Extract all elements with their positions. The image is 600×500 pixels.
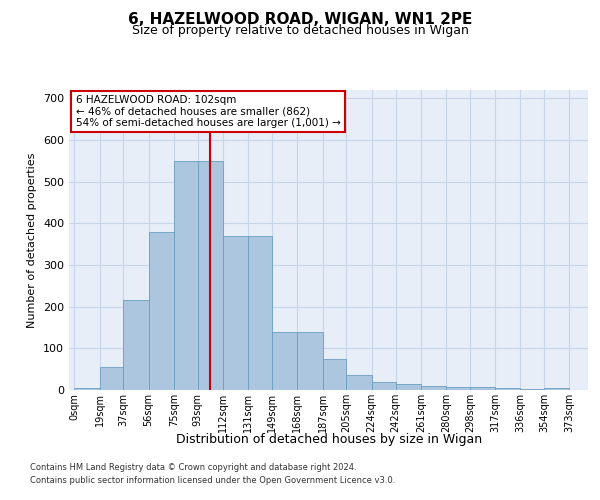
Text: 6 HAZELWOOD ROAD: 102sqm
← 46% of detached houses are smaller (862)
54% of semi-: 6 HAZELWOOD ROAD: 102sqm ← 46% of detach… [76, 95, 341, 128]
Text: Contains public sector information licensed under the Open Government Licence v3: Contains public sector information licen… [30, 476, 395, 485]
Bar [323, 359, 346, 390]
Bar [100, 367, 124, 390]
Bar [520, 389, 544, 390]
Bar [446, 386, 470, 390]
Bar [223, 236, 248, 390]
Bar [495, 388, 520, 390]
Bar [198, 161, 223, 390]
Bar [74, 388, 100, 390]
Bar [421, 386, 446, 390]
Bar [174, 161, 198, 390]
Text: Distribution of detached houses by size in Wigan: Distribution of detached houses by size … [176, 432, 482, 446]
Bar [346, 376, 371, 390]
Bar [248, 236, 272, 390]
Text: 6, HAZELWOOD ROAD, WIGAN, WN1 2PE: 6, HAZELWOOD ROAD, WIGAN, WN1 2PE [128, 12, 472, 28]
Bar [371, 382, 395, 390]
Bar [470, 387, 495, 390]
Bar [544, 388, 569, 390]
Text: Contains HM Land Registry data © Crown copyright and database right 2024.: Contains HM Land Registry data © Crown c… [30, 464, 356, 472]
Bar [395, 384, 421, 390]
Bar [124, 300, 149, 390]
Text: Size of property relative to detached houses in Wigan: Size of property relative to detached ho… [131, 24, 469, 37]
Bar [149, 232, 174, 390]
Bar [298, 332, 323, 390]
Bar [272, 332, 298, 390]
Y-axis label: Number of detached properties: Number of detached properties [28, 152, 37, 328]
